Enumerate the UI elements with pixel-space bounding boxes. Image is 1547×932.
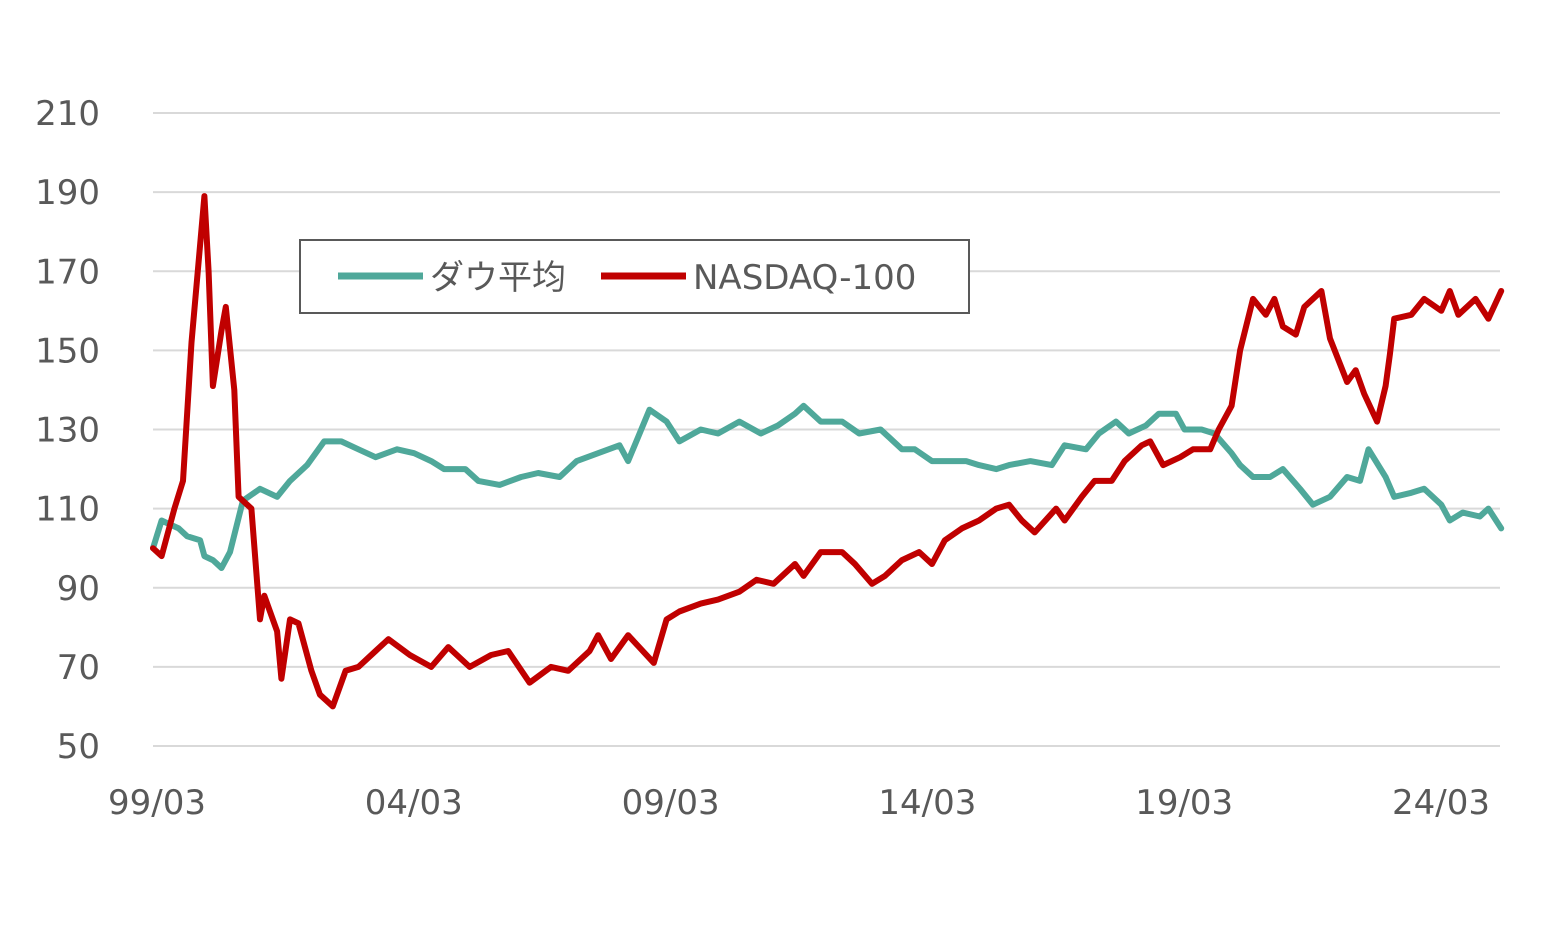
x-tick-label: 14/03 xyxy=(878,783,976,823)
x-tick-label: 19/03 xyxy=(1135,783,1233,823)
series-lines xyxy=(150,193,1505,710)
x-tick-label: 99/03 xyxy=(108,783,206,823)
legend: ダウ平均 NASDAQ-100 xyxy=(299,239,970,314)
y-tick-label: 210 xyxy=(35,94,100,134)
y-axis-ticks: 50 70 90 110 130 150 170 190 210 xyxy=(35,94,100,767)
x-tick-label: 24/03 xyxy=(1392,783,1490,823)
x-tick-label: 09/03 xyxy=(622,783,720,823)
y-tick-label: 110 xyxy=(35,490,100,530)
x-tick-label: 04/03 xyxy=(365,783,463,823)
series-line-dow xyxy=(150,402,1505,571)
y-tick-label: 190 xyxy=(35,173,100,213)
series-line-nasdaq-100 xyxy=(150,193,1505,710)
y-tick-label: 170 xyxy=(35,252,100,292)
y-tick-label: 130 xyxy=(35,411,100,451)
legend-label-dow: ダウ平均 xyxy=(430,258,566,298)
gridlines xyxy=(153,112,1500,747)
y-tick-label: 50 xyxy=(57,727,100,767)
y-tick-label: 70 xyxy=(57,648,100,688)
y-tick-label: 150 xyxy=(35,331,100,371)
y-tick-label: 90 xyxy=(57,569,100,609)
legend-label-nasdaq: NASDAQ-100 xyxy=(693,258,916,298)
x-axis-ticks: 99/03 04/03 09/03 14/03 19/03 24/03 xyxy=(108,783,1490,823)
